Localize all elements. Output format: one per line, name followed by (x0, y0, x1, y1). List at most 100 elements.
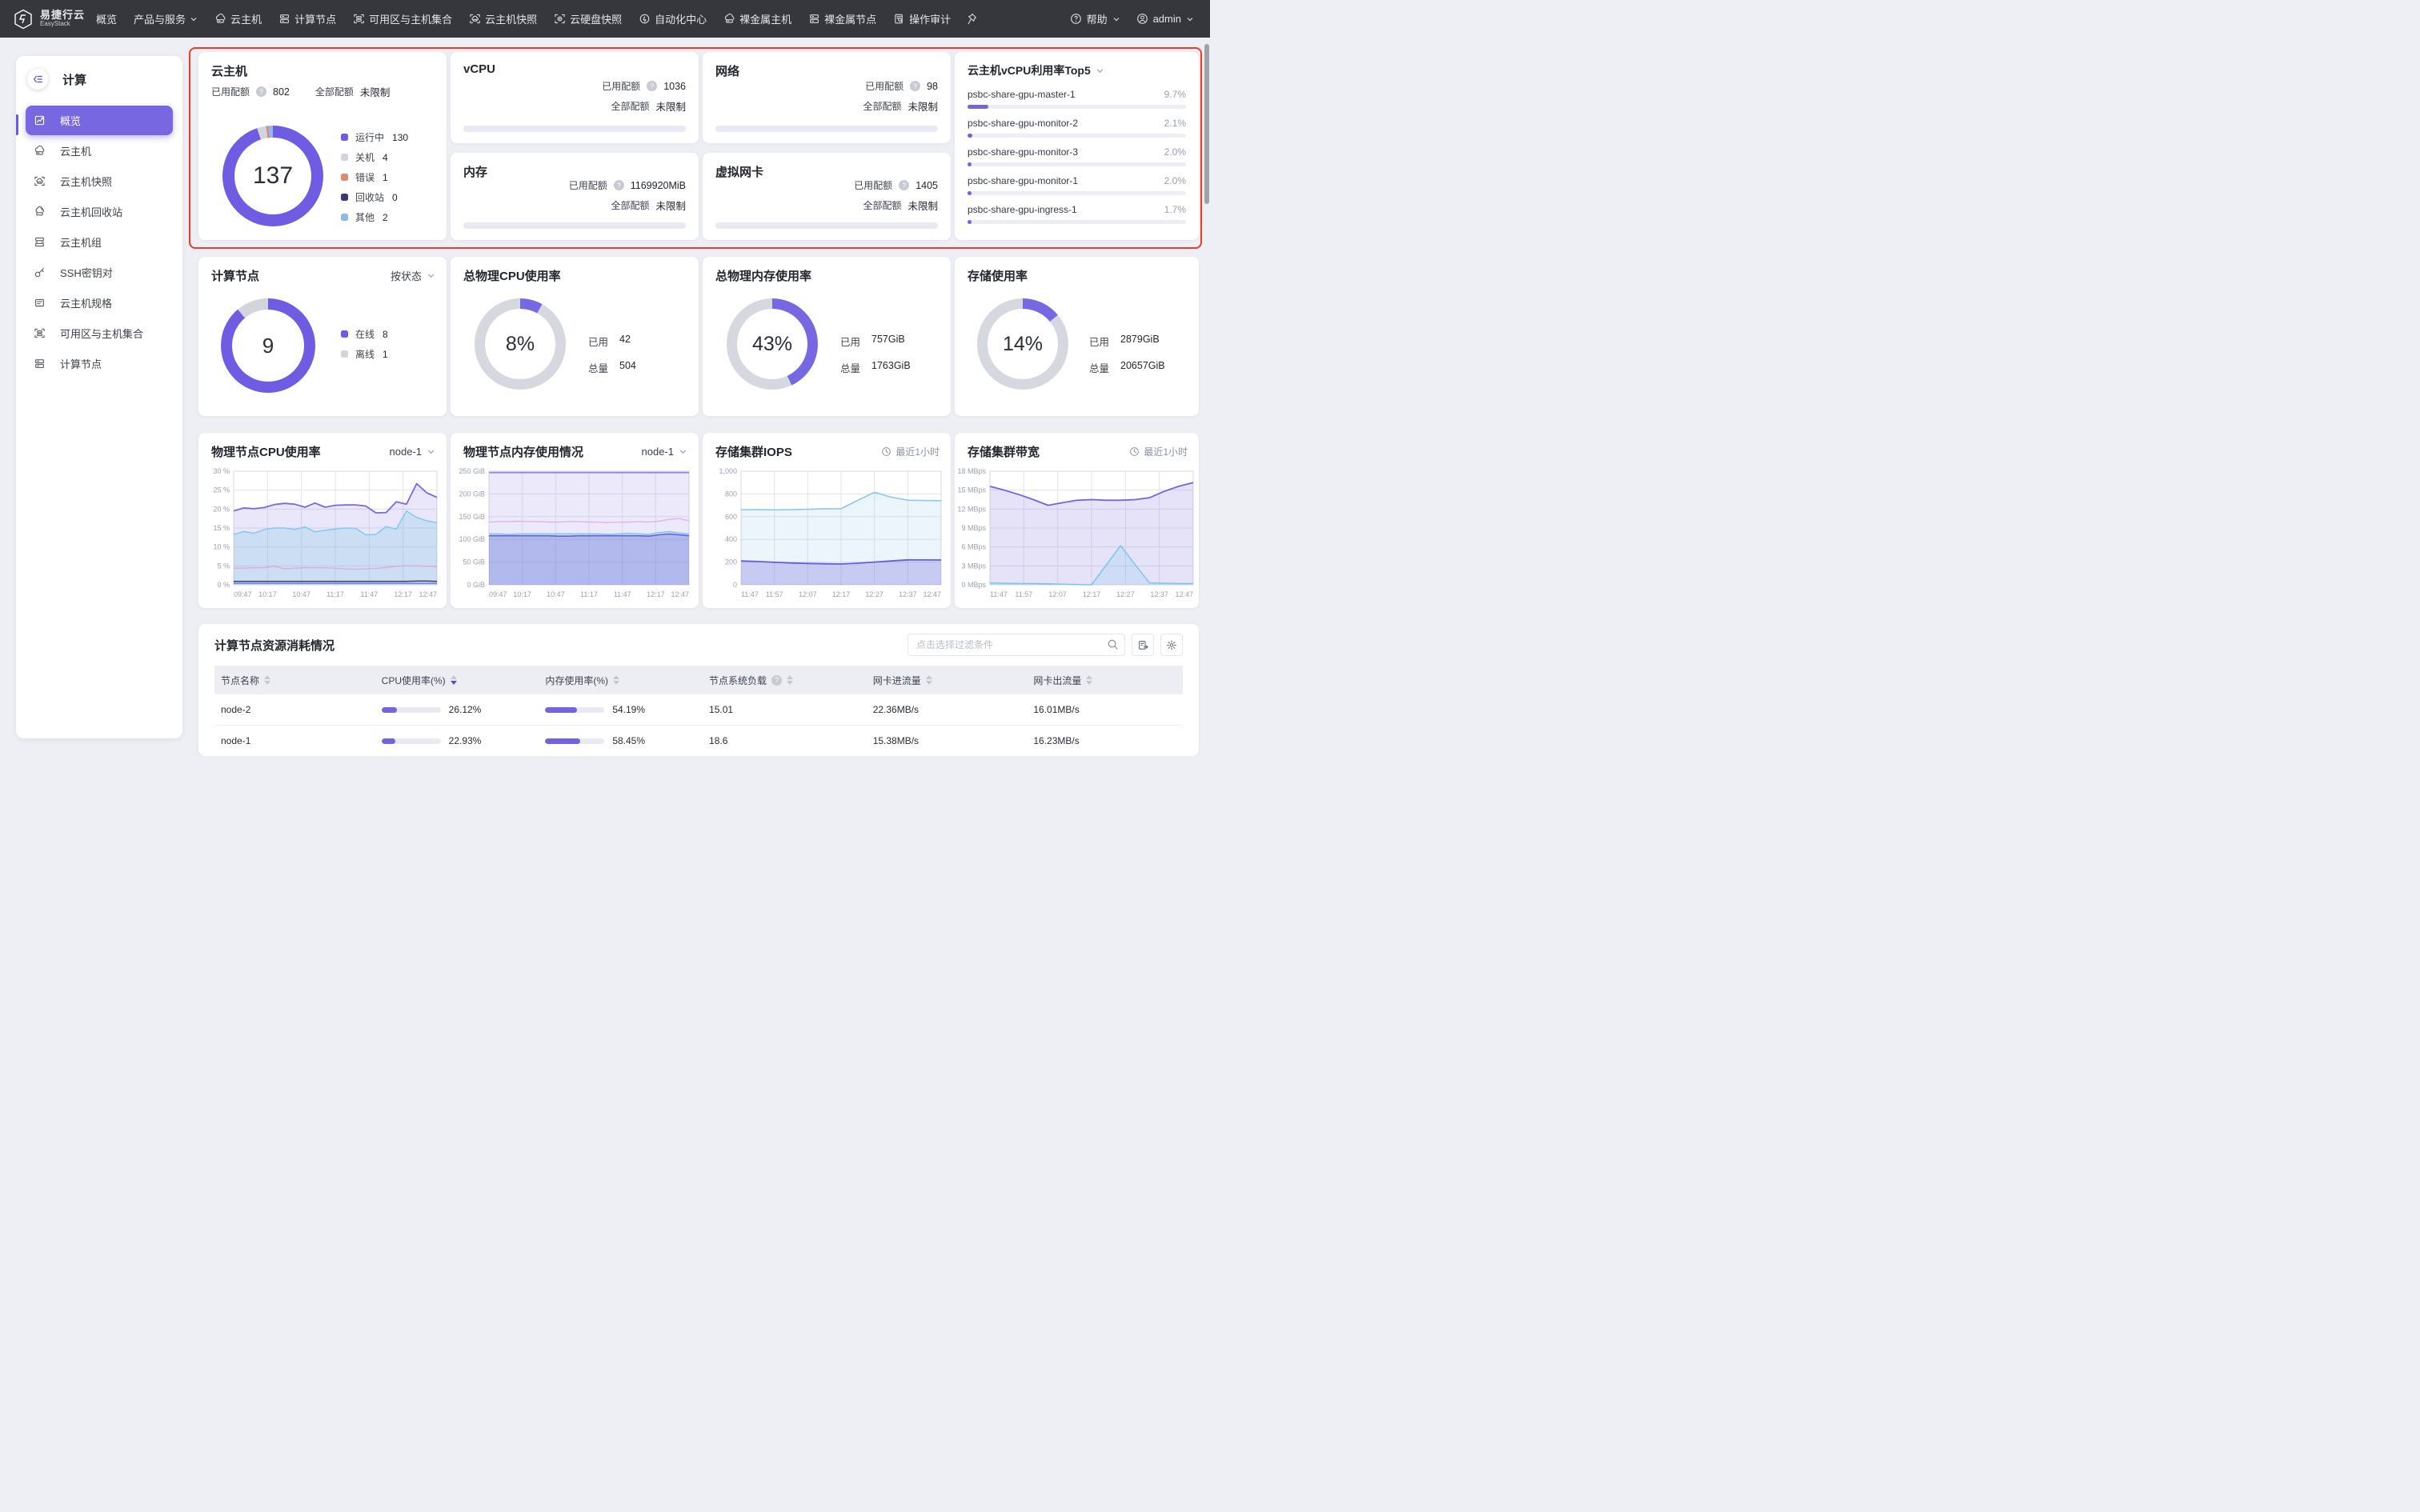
sidebar-item-server-recycle[interactable]: 云主机回收站 (26, 197, 173, 226)
nav-item-automation[interactable]: 自动化中心 (639, 11, 707, 26)
svg-text:12:47: 12:47 (923, 590, 941, 598)
nav-item-zones[interactable]: 可用区与主机集合 (353, 11, 452, 26)
cell-net-in: 22.36MB/s (872, 704, 920, 715)
help-icon[interactable] (910, 81, 921, 91)
nav-item-baremetal-nodes[interactable]: 裸金属节点 (808, 11, 876, 26)
column-header-3[interactable]: 节点系统负载 (703, 674, 867, 687)
help-icon[interactable] (613, 180, 624, 190)
svg-text:0 GiB: 0 GiB (467, 581, 485, 589)
svg-text:11:57: 11:57 (1015, 590, 1032, 598)
cell-node-name: node-1 (221, 735, 251, 746)
cell-net-in: 15.38MB/s (872, 735, 920, 746)
svg-text:25 %: 25 % (213, 486, 230, 494)
svg-text:250 GiB: 250 GiB (459, 467, 485, 475)
sidebar-item-flavors[interactable]: 云主机规格 (26, 288, 173, 318)
nav-item-products[interactable]: 产品与服务 (134, 11, 198, 26)
help-menu[interactable]: 帮助 (1070, 11, 1120, 26)
svg-text:150 GiB: 150 GiB (459, 513, 485, 521)
svg-text:11:17: 11:17 (327, 590, 344, 598)
scrollbar-thumb[interactable] (1204, 44, 1209, 204)
table-row-node-1[interactable]: node-1 22.93% 58.45% 18.6 15.38MB/s 16.23MB/s (214, 726, 1183, 756)
sidebar-item-servers[interactable]: 云主机 (26, 136, 173, 166)
brand-logo[interactable]: 易捷行云 EasyStack (13, 9, 85, 30)
nav-item-compute-nodes[interactable]: 计算节点 (278, 11, 336, 26)
node-selector[interactable]: node-1 (642, 446, 687, 458)
nav-item-volume-snapshots[interactable]: 云硬盘快照 (554, 11, 622, 26)
node-cpu-line-chart: 0 % 5 % 10 % 15 % 20 % 25 % 30 % 09:47 10:17 10:4… (213, 467, 438, 598)
sidebar-item-zones[interactable]: 可用区与主机集合 (26, 318, 173, 348)
column-header-5[interactable]: 网卡出流量 (1027, 674, 1183, 687)
help-icon[interactable] (256, 86, 267, 97)
export-button[interactable] (1132, 634, 1154, 656)
svg-text:6 MBps: 6 MBps (961, 543, 986, 551)
search-icon[interactable] (1107, 638, 1119, 654)
card-storage-bandwidth-chart: 存储集群带宽 最近1小时 0 MBps 3 MBps 6 MBps 9 MBps 12 … (955, 433, 1199, 608)
table-row-node-2[interactable]: node-2 26.12% 54.19% 15.01 22.36MB/s 16.01MB/… (214, 694, 1183, 726)
storage-iops-line-chart: 0 200 400 600 800 1,000 11:47 11:57 12:07 12:17 12… (719, 467, 942, 598)
sidebar-item-overview[interactable]: 概览 (26, 106, 173, 135)
nav-item-baremetal-servers[interactable]: 裸金属主机 (723, 11, 791, 26)
column-header-0[interactable]: 节点名称 (214, 674, 375, 687)
sidebar-item-server-groups[interactable]: 云主机组 (26, 227, 173, 257)
cell-load: 15.01 (709, 704, 734, 715)
svg-text:200: 200 (725, 558, 737, 566)
easystack-logo-icon (14, 9, 32, 29)
top5-metric-selector[interactable]: 云主机vCPU利用率Top5 (968, 62, 1104, 78)
svg-text:12:17: 12:17 (647, 590, 665, 598)
svg-text:3 MBps: 3 MBps (961, 562, 986, 570)
help-icon[interactable] (899, 180, 910, 190)
svg-text:15 %: 15 % (213, 524, 230, 532)
clock-icon (882, 447, 891, 456)
chevron-down-icon (427, 450, 435, 454)
nav-item-audit[interactable]: 操作审计 (893, 11, 951, 26)
user-menu[interactable]: admin (1136, 13, 1194, 25)
nodes-group-selector[interactable]: 按状态 (391, 268, 435, 283)
help-icon[interactable] (647, 81, 658, 91)
svg-text:11:47: 11:47 (741, 590, 759, 598)
sort-icon (450, 675, 457, 685)
sidebar-collapse-button[interactable] (27, 69, 48, 90)
svg-text:10 %: 10 % (213, 543, 230, 551)
card-node-memory-chart: 物理节点内存使用情况 node-1 0 GiB 50 GiB 100 GiB 150 … (451, 433, 699, 608)
legend-item: 关机 4 (341, 150, 408, 164)
legend-item: 运行中 130 (341, 130, 408, 144)
svg-text:12:27: 12:27 (865, 590, 883, 598)
nodes-donut-chart: 9 (221, 298, 315, 393)
nav-item-servers[interactable]: 云主机 (214, 11, 262, 26)
svg-text:11:47: 11:47 (360, 590, 378, 598)
column-header-1[interactable]: CPU使用率(%) (375, 674, 539, 687)
settings-button[interactable] (1160, 634, 1183, 656)
nav-item-overview[interactable]: 概览 (96, 14, 118, 26)
legend-item: 其他 2 (341, 210, 408, 224)
sidebar-item-compute-nodes[interactable]: 计算节点 (26, 349, 173, 378)
filter-search-input[interactable] (908, 634, 1125, 656)
svg-text:09:47: 09:47 (489, 590, 507, 598)
svg-text:10:47: 10:47 (547, 590, 565, 598)
top-navigation: 易捷行云 EasyStack 概览 产品与服务 云主机 计算节点 可用区与主机集合 云主机… (0, 0, 1210, 38)
svg-text:09:47: 09:47 (234, 590, 252, 598)
cpu-usage-donut-chart: 8% (475, 298, 566, 390)
node-selector[interactable]: node-1 (390, 446, 435, 458)
cell-net-out: 16.23MB/s (1033, 735, 1080, 746)
svg-text:11:17: 11:17 (580, 590, 598, 598)
pin-icon[interactable] (965, 13, 977, 25)
svg-text:12:47: 12:47 (419, 590, 437, 598)
sidebar: 计算 概览 云主机 云主机快照 云主机回收站 云主机组 SSH密钥对 云主机规格 可用区与主机… (16, 56, 182, 738)
card-storage-iops-chart: 存储集群IOPS 最近1小时 0 200 400 600 800 1,000 11:47 11… (703, 433, 951, 608)
column-header-2[interactable]: 内存使用率(%) (539, 674, 703, 687)
top5-item: psbc-share-gpu-monitor-2 2.1% (968, 118, 1186, 138)
memory-quota-bar (463, 222, 686, 229)
nav-item-server-snapshots[interactable]: 云主机快照 (469, 11, 537, 26)
chevron-down-icon (427, 274, 435, 278)
sidebar-item-server-snapshots[interactable]: 云主机快照 (26, 166, 173, 196)
svg-text:10:17: 10:17 (258, 590, 277, 598)
vnic-quota-bar (715, 222, 938, 229)
vertical-scrollbar[interactable] (1204, 0, 1210, 756)
time-range: 最近1小时 (881, 445, 940, 458)
svg-text:12:37: 12:37 (899, 590, 917, 598)
column-header-4[interactable]: 网卡进流量 (867, 674, 1028, 687)
sidebar-item-ssh-keypairs[interactable]: SSH密钥对 (26, 258, 173, 287)
